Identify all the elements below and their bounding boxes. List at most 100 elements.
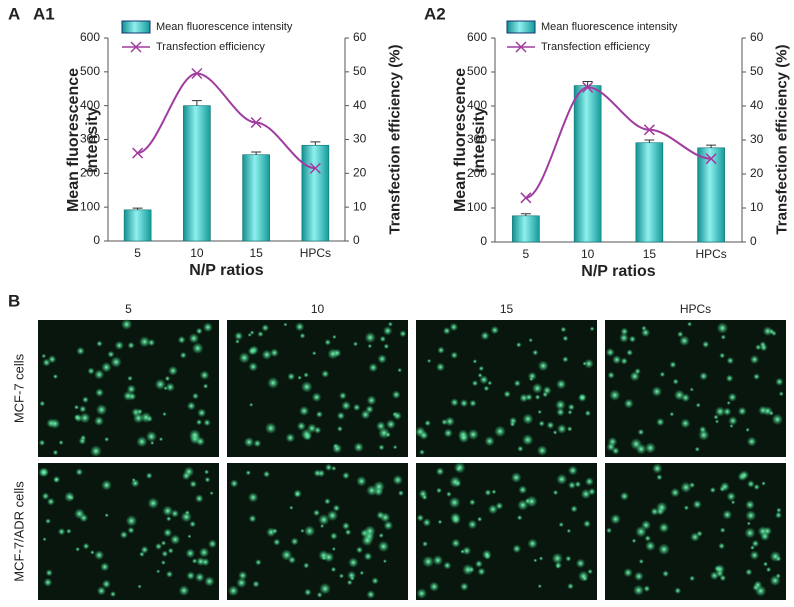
cell [516, 514, 523, 521]
cell [191, 558, 198, 564]
cell [556, 473, 568, 485]
cell [517, 445, 524, 452]
cell [104, 513, 109, 518]
cell [524, 497, 531, 505]
cell [377, 354, 387, 364]
cell [709, 571, 720, 581]
cell [769, 575, 781, 587]
micrograph [605, 320, 786, 457]
point-marker [132, 147, 144, 159]
cell [160, 560, 166, 565]
cell [762, 561, 769, 567]
cell [184, 510, 190, 516]
y2-tick-label: 0 [750, 234, 757, 248]
y-tick-label: 600 [80, 30, 100, 44]
cell [93, 415, 104, 427]
cell [165, 382, 175, 392]
cell [329, 532, 338, 540]
cell [714, 419, 720, 424]
cell [429, 581, 440, 592]
cell [73, 404, 80, 410]
cell [163, 386, 168, 391]
cell [584, 410, 592, 417]
cell [101, 579, 111, 589]
cell [336, 411, 346, 420]
cell [478, 365, 485, 372]
cell [450, 351, 459, 360]
y2-axis-label: Transfection efficiency (%) [773, 44, 791, 235]
cell [422, 518, 432, 527]
cell [753, 483, 760, 491]
y2-tick-label: 50 [750, 64, 764, 78]
cell [39, 467, 50, 477]
cell [46, 497, 55, 506]
legend-label: Transfection efficiency [541, 41, 650, 53]
cell [421, 494, 428, 501]
cell [312, 509, 321, 517]
cell [562, 335, 569, 342]
cell [746, 436, 757, 447]
cell [765, 566, 772, 573]
cell [436, 487, 442, 494]
cell [641, 325, 647, 331]
cell [759, 343, 768, 352]
cell [304, 588, 312, 596]
y-tick-label: 200 [80, 166, 100, 180]
cell [109, 591, 117, 598]
cell [458, 432, 470, 444]
cell [294, 322, 305, 332]
cell [587, 568, 593, 575]
cell [202, 322, 213, 333]
cell [160, 540, 167, 546]
cell [555, 379, 567, 390]
cell [528, 337, 533, 343]
cell [346, 579, 353, 586]
cell [745, 499, 755, 510]
cell [296, 421, 307, 431]
y-tick-label: 400 [80, 98, 100, 112]
cell [698, 429, 710, 441]
cell [567, 403, 575, 411]
cell [552, 489, 559, 496]
cell [313, 469, 322, 478]
cell [483, 385, 490, 392]
cell [57, 527, 66, 536]
cell [186, 401, 196, 411]
cell [538, 420, 545, 427]
cell [726, 356, 735, 365]
cell [379, 335, 387, 343]
cell [371, 577, 379, 585]
cell [252, 580, 260, 588]
cell [778, 391, 784, 397]
cell [551, 552, 564, 565]
cell [745, 510, 757, 522]
cell [562, 356, 569, 363]
cell [459, 582, 469, 591]
cell [450, 398, 459, 407]
cell [58, 440, 64, 446]
cell [136, 436, 148, 448]
cell [477, 516, 483, 522]
point-marker [643, 124, 655, 136]
cell [39, 400, 46, 407]
cell [694, 446, 700, 452]
cell [324, 498, 331, 505]
cell [696, 530, 703, 537]
cell [94, 369, 105, 380]
cell [719, 352, 726, 359]
x-tick-label: 15 [249, 246, 263, 260]
error-bar [132, 207, 143, 210]
cell [749, 354, 760, 365]
cell [725, 374, 734, 383]
cell [269, 348, 279, 358]
cell [391, 390, 401, 400]
micrograph [416, 320, 597, 457]
cell [107, 350, 115, 358]
cell [419, 449, 425, 455]
cell [509, 421, 516, 427]
cell [481, 549, 492, 560]
cell [775, 555, 782, 562]
cell [283, 322, 288, 327]
error-bar [520, 213, 531, 216]
cell [41, 353, 47, 359]
